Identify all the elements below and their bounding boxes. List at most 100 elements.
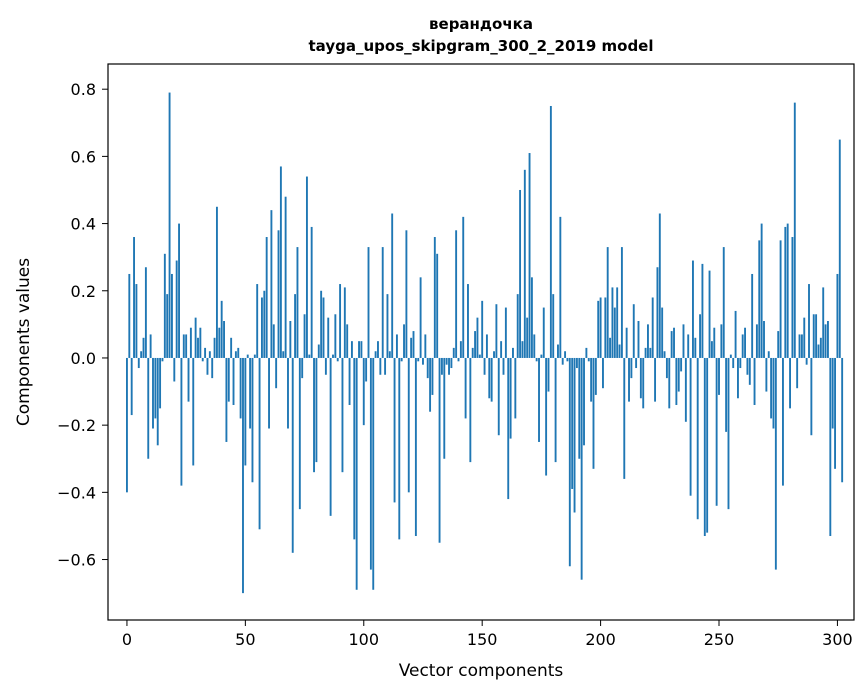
bar [789, 357, 791, 409]
x-tick-label: 0 [122, 630, 132, 649]
bar [223, 321, 225, 358]
bar [128, 273, 131, 358]
bar [746, 357, 749, 375]
bar [613, 307, 616, 358]
bar [230, 337, 233, 358]
bar [808, 284, 810, 358]
bar [611, 287, 614, 358]
bar [270, 210, 273, 358]
bar [507, 357, 510, 500]
bar [732, 357, 735, 369]
bar [763, 321, 765, 358]
bar [168, 92, 171, 358]
bar [812, 314, 815, 358]
bar [239, 357, 242, 419]
bar [289, 321, 292, 358]
bar [810, 357, 813, 436]
bar [758, 240, 761, 358]
bar [225, 357, 228, 442]
bar [620, 247, 623, 358]
bar [765, 357, 768, 392]
bar [256, 284, 259, 358]
bar [386, 294, 389, 358]
chart-title: верандочка [429, 15, 533, 33]
bar [426, 357, 429, 379]
bar [310, 226, 313, 358]
bar [545, 357, 548, 476]
bar [140, 351, 143, 358]
bar [481, 300, 484, 358]
bar [417, 357, 420, 362]
bar [628, 357, 630, 402]
bar [187, 357, 190, 402]
bar [287, 357, 289, 429]
bar [502, 357, 505, 375]
bar [708, 270, 711, 358]
bar [450, 357, 453, 369]
bar [580, 357, 583, 580]
bar [632, 304, 635, 358]
bar [161, 357, 164, 362]
bar [694, 337, 697, 358]
bar [379, 357, 382, 375]
bar [175, 260, 178, 358]
bar [689, 357, 692, 496]
bar [575, 357, 578, 369]
bar [374, 351, 377, 358]
bar [751, 273, 754, 358]
bar [478, 354, 481, 358]
bar [639, 357, 642, 399]
bar [609, 337, 612, 358]
bar [680, 357, 683, 372]
bar [284, 196, 287, 358]
bar [215, 206, 218, 358]
bar [448, 357, 450, 375]
bar [260, 297, 263, 358]
bar [242, 357, 244, 594]
bar [424, 334, 427, 358]
bar [573, 357, 576, 513]
bar [384, 357, 387, 375]
bar [668, 357, 671, 409]
bar [523, 169, 526, 358]
bar [538, 357, 540, 442]
bar [213, 337, 216, 358]
bar [220, 300, 223, 358]
bar [547, 357, 550, 392]
x-tick-label: 200 [585, 630, 616, 649]
bar [838, 139, 841, 358]
bar [841, 357, 844, 483]
bar [232, 357, 235, 405]
bar [445, 357, 448, 365]
chart-subtitle: tayga_upos_skipgram_300_2_2019 model [309, 37, 654, 55]
ticks-group: 0 50 100 150 200 250 300 −0.6 −0.4 −0.2 0.0 0.2 0.4 0… [57, 80, 853, 649]
bar [398, 357, 401, 540]
bar [431, 357, 434, 395]
bar [675, 357, 678, 405]
bar [462, 216, 465, 358]
bar [741, 334, 744, 358]
bar [471, 347, 474, 358]
bar [154, 357, 157, 419]
bar [395, 334, 398, 358]
bar [405, 230, 408, 358]
bar [353, 357, 356, 540]
bar [737, 357, 739, 399]
y-tick-label: −0.2 [57, 416, 96, 435]
bar [282, 351, 285, 358]
bar [684, 357, 687, 422]
bar [258, 357, 261, 530]
bar [599, 297, 602, 358]
bar [272, 324, 275, 358]
bar [782, 357, 784, 486]
bar [542, 307, 545, 358]
bar [606, 247, 609, 358]
x-tick-label: 250 [704, 630, 735, 649]
bar [592, 357, 595, 469]
bar [559, 216, 562, 358]
bar [836, 273, 839, 358]
y-tick-label: 0.4 [71, 215, 96, 234]
bar [403, 324, 405, 358]
bar [663, 351, 666, 358]
